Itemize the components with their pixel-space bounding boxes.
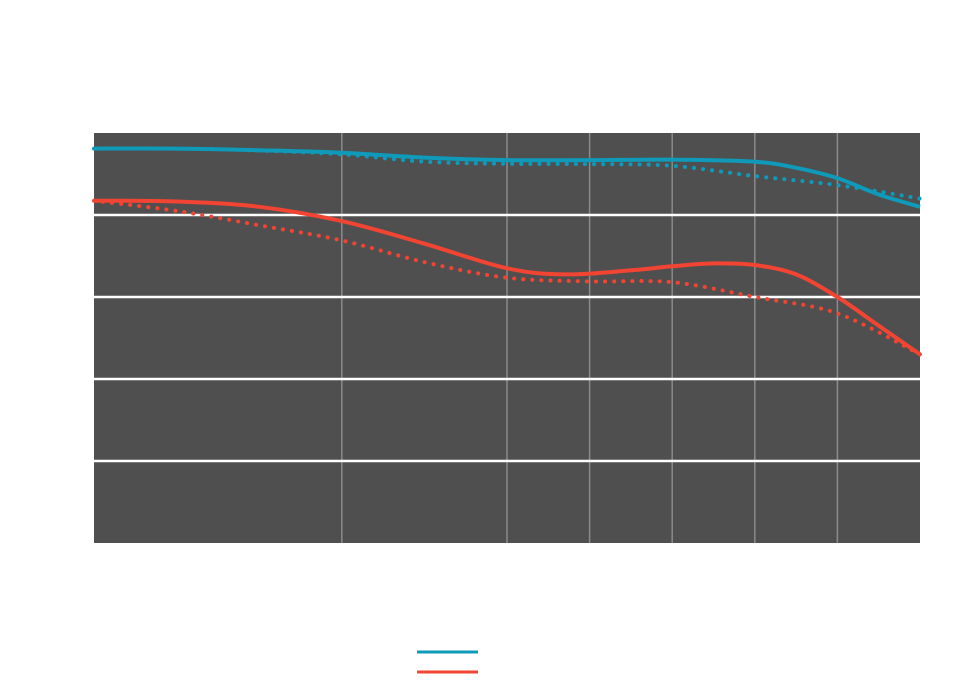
series-line-3-solid: [93, 198, 922, 357]
vertical-gridlines: [341, 133, 839, 543]
series-lines: [92, 146, 922, 357]
horizontal-gridlines: [94, 213, 920, 463]
legend: [417, 650, 478, 674]
series-line-4-dotted: [92, 198, 922, 357]
